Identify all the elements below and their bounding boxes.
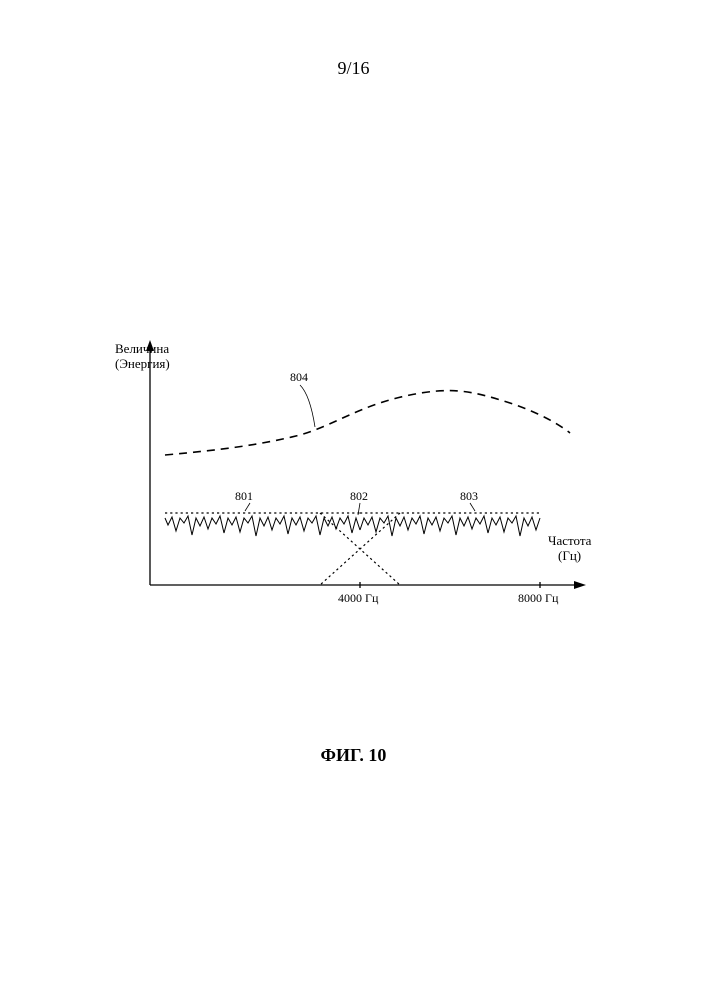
label-803: 803 [460, 489, 478, 503]
x-tick-4000: 4000 Гц [338, 591, 379, 605]
chart-svg: Величина (Энергия) Частота (Гц) 4000 Гц … [110, 335, 610, 635]
label-804: 804 [290, 370, 308, 384]
waveform-right [360, 516, 540, 536]
page: 9/16 Величина (Энергия) Частота (Гц) 40 [0, 0, 707, 1000]
leader-803 [470, 503, 475, 511]
figure-caption: ФИГ. 10 [0, 745, 707, 766]
x-axis-label-1: Частота [548, 533, 592, 548]
waveform-left [165, 516, 360, 536]
axes [146, 340, 586, 589]
figure-10: Величина (Энергия) Частота (Гц) 4000 Гц … [110, 335, 610, 635]
leader-804 [300, 385, 315, 427]
x-axis-label-2: (Гц) [558, 548, 581, 563]
label-802: 802 [350, 489, 368, 503]
curve-804 [165, 391, 570, 455]
label-801: 801 [235, 489, 253, 503]
y-axis-label-1: Величина [115, 341, 169, 356]
y-axis-label-2: (Энергия) [115, 356, 170, 371]
x-tick-8000: 8000 Гц [518, 591, 559, 605]
leader-801 [245, 503, 250, 511]
page-number: 9/16 [0, 58, 707, 79]
